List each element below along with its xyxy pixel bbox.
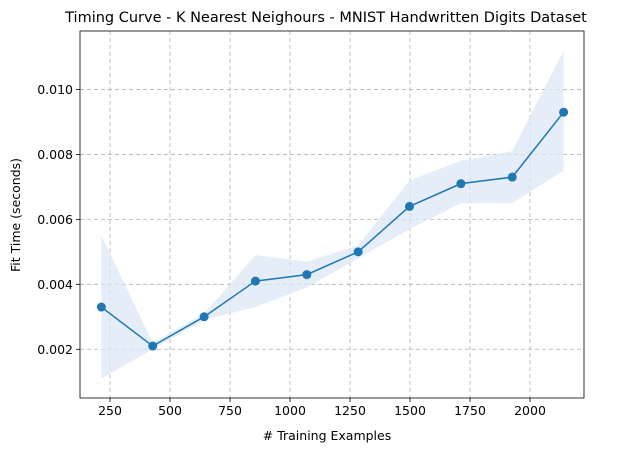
data-point <box>405 201 415 211</box>
data-point <box>456 179 466 189</box>
std-band <box>101 50 564 379</box>
y-axis-label: Fit Time (seconds) <box>8 158 23 272</box>
x-tick-label: 250 <box>98 403 122 418</box>
data-point <box>96 302 106 312</box>
data-points <box>96 107 569 351</box>
plot-frame <box>79 30 585 399</box>
x-tick-label: 1750 <box>454 403 486 418</box>
x-tick-label: 750 <box>218 403 242 418</box>
data-point <box>559 107 569 117</box>
series-line <box>100 111 565 347</box>
data-point <box>148 341 158 351</box>
y-tick-label: 0.008 <box>37 147 73 162</box>
y-tick-label: 0.002 <box>37 342 73 357</box>
data-point <box>302 270 312 280</box>
data-point <box>353 247 363 257</box>
y-axis-ticks: 0.002 0.004 0.006 0.008 0.010 <box>37 82 80 357</box>
x-tick-label: 1000 <box>274 403 306 418</box>
y-tick-label: 0.004 <box>37 277 73 292</box>
x-tick-label: 1250 <box>334 403 366 418</box>
x-axis-ticks: 250 500 750 1000 1250 1500 1750 2000 <box>98 398 546 418</box>
y-tick-label: 0.010 <box>37 82 73 97</box>
grid-lines <box>80 31 584 398</box>
data-point <box>507 172 517 182</box>
x-tick-label: 500 <box>158 403 182 418</box>
chart-title: Timing Curve - K Nearest Neighours - MNI… <box>64 10 587 26</box>
confidence-band <box>101 50 564 379</box>
data-point <box>199 312 209 322</box>
data-point <box>250 276 260 286</box>
fit-time-line <box>100 111 565 347</box>
x-tick-label: 1500 <box>394 403 426 418</box>
y-tick-label: 0.006 <box>37 212 73 227</box>
x-tick-label: 2000 <box>514 403 546 418</box>
x-axis-label: # Training Examples <box>263 428 392 443</box>
